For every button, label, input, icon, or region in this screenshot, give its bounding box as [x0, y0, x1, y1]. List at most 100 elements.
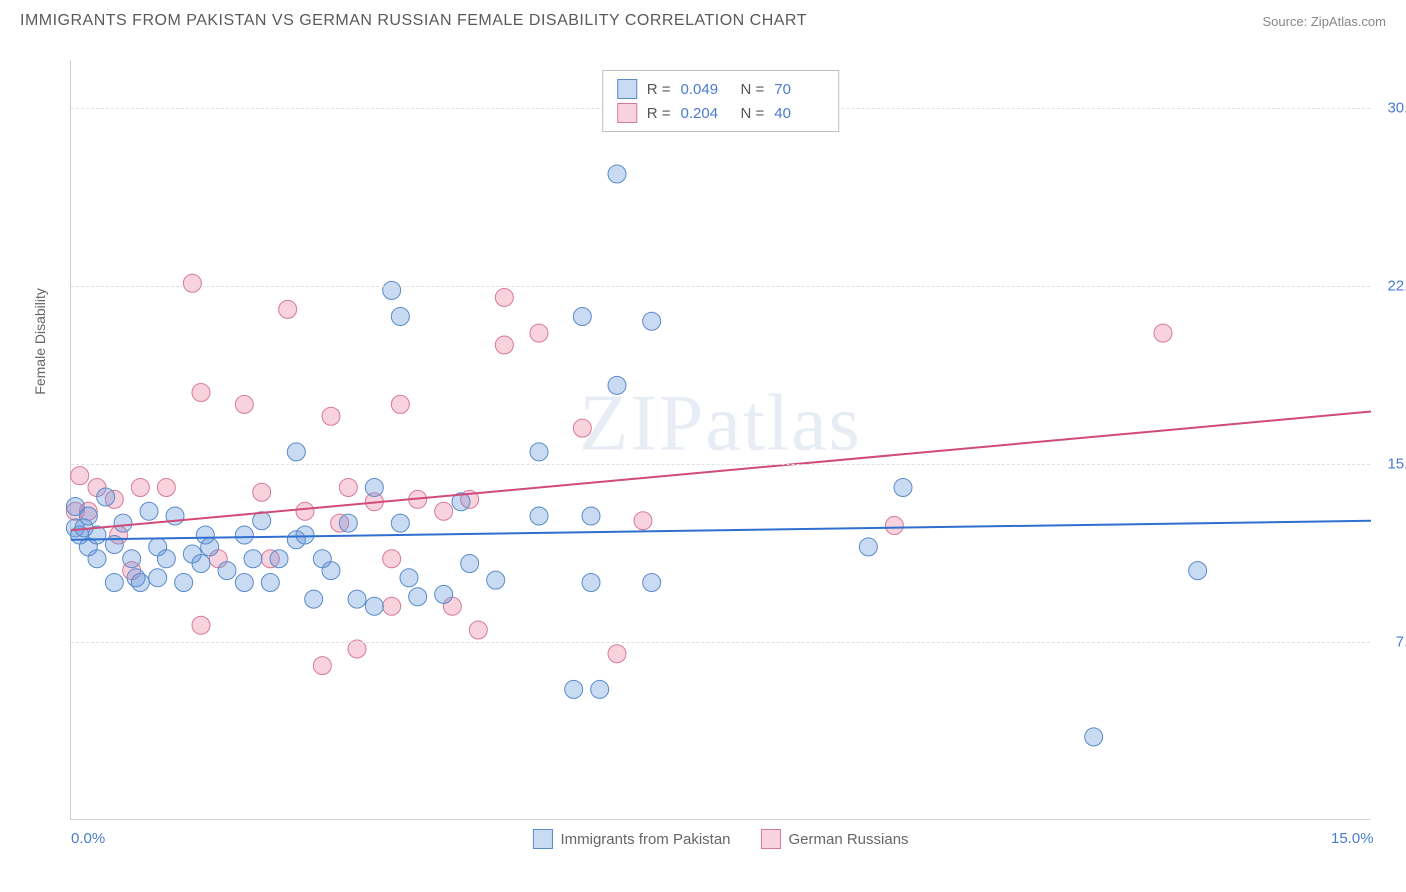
- data-point-blue: [435, 585, 453, 603]
- y-axis-label: Female Disability: [32, 288, 48, 395]
- top-legend-row-2: R = 0.204 N = 40: [617, 101, 825, 125]
- n-label: N =: [741, 105, 765, 122]
- y-tick-label: 22.5%: [1387, 277, 1406, 294]
- data-point-blue: [391, 308, 409, 326]
- data-point-blue: [582, 574, 600, 592]
- data-point-blue: [573, 308, 591, 326]
- data-point-blue: [487, 571, 505, 589]
- source-prefix: Source:: [1262, 14, 1310, 29]
- data-point-pink: [1154, 324, 1172, 342]
- data-point-pink: [253, 483, 271, 501]
- data-point-blue: [192, 555, 210, 573]
- r-value-blue: 0.049: [681, 81, 731, 98]
- x-tick-label: 0.0%: [71, 830, 105, 847]
- data-point-pink: [279, 300, 297, 318]
- legend-item-blue: Immigrants from Pakistan: [532, 829, 730, 849]
- data-point-blue: [140, 502, 158, 520]
- top-legend-row-1: R = 0.049 N = 70: [617, 77, 825, 101]
- data-point-blue: [218, 562, 236, 580]
- data-point-pink: [339, 479, 357, 497]
- data-point-blue: [530, 443, 548, 461]
- data-point-blue: [175, 574, 193, 592]
- data-point-blue: [582, 507, 600, 525]
- plot-area: ZIPatlas 7.5%15.0%22.5%30.0% 0.0%15.0% R…: [70, 60, 1370, 820]
- scatter-plot: [71, 60, 1370, 819]
- data-point-blue: [894, 479, 912, 497]
- data-point-blue: [287, 443, 305, 461]
- data-point-blue: [322, 562, 340, 580]
- data-point-blue: [859, 538, 877, 556]
- data-point-blue: [105, 574, 123, 592]
- data-point-blue: [565, 680, 583, 698]
- r-label: R =: [647, 81, 671, 98]
- data-point-blue: [608, 376, 626, 394]
- n-value-blue: 70: [774, 81, 824, 98]
- legend-label-blue: Immigrants from Pakistan: [560, 831, 730, 848]
- data-point-pink: [383, 550, 401, 568]
- r-label: R =: [647, 105, 671, 122]
- legend-item-pink: German Russians: [761, 829, 909, 849]
- data-point-blue: [643, 574, 661, 592]
- data-point-blue: [591, 680, 609, 698]
- bottom-legend: Immigrants from Pakistan German Russians: [532, 829, 908, 849]
- gridline: [71, 464, 1370, 465]
- trend-line-pink: [71, 412, 1371, 531]
- data-point-blue: [114, 514, 132, 532]
- data-point-pink: [192, 384, 210, 402]
- data-point-pink: [495, 336, 513, 354]
- data-point-blue: [235, 526, 253, 544]
- data-point-blue: [157, 550, 175, 568]
- data-point-blue: [409, 588, 427, 606]
- data-point-pink: [435, 502, 453, 520]
- chart-container: Female Disability ZIPatlas 7.5%15.0%22.5…: [50, 50, 1390, 830]
- data-point-blue: [400, 569, 418, 587]
- data-point-blue: [131, 574, 149, 592]
- data-point-blue: [235, 574, 253, 592]
- data-point-pink: [313, 657, 331, 675]
- data-point-blue: [365, 597, 383, 615]
- legend-swatch-blue: [532, 829, 552, 849]
- n-value-pink: 40: [774, 105, 824, 122]
- data-point-pink: [296, 502, 314, 520]
- data-point-blue: [79, 507, 97, 525]
- data-point-pink: [573, 419, 591, 437]
- data-point-blue: [296, 526, 314, 544]
- data-point-blue: [244, 550, 262, 568]
- data-point-blue: [123, 550, 141, 568]
- data-point-pink: [885, 517, 903, 535]
- data-point-pink: [322, 407, 340, 425]
- n-label: N =: [741, 81, 765, 98]
- data-point-pink: [469, 621, 487, 639]
- gridline: [71, 286, 1370, 287]
- data-point-pink: [495, 289, 513, 307]
- data-point-pink: [235, 395, 253, 413]
- y-tick-label: 7.5%: [1396, 633, 1406, 650]
- data-point-blue: [305, 590, 323, 608]
- data-point-blue: [253, 512, 271, 530]
- data-point-pink: [183, 274, 201, 292]
- data-point-blue: [339, 514, 357, 532]
- data-point-blue: [608, 165, 626, 183]
- data-point-blue: [383, 281, 401, 299]
- gridline: [71, 642, 1370, 643]
- data-point-blue: [391, 514, 409, 532]
- header: IMMIGRANTS FROM PAKISTAN VS GERMAN RUSSI…: [0, 0, 1406, 38]
- data-point-blue: [270, 550, 288, 568]
- source-name: ZipAtlas.com: [1311, 14, 1386, 29]
- data-point-blue: [643, 312, 661, 330]
- data-point-blue: [149, 569, 167, 587]
- data-point-blue: [261, 574, 279, 592]
- data-point-blue: [97, 488, 115, 506]
- data-point-pink: [391, 395, 409, 413]
- legend-label-pink: German Russians: [789, 831, 909, 848]
- data-point-pink: [530, 324, 548, 342]
- data-point-blue: [201, 538, 219, 556]
- data-point-pink: [131, 479, 149, 497]
- y-tick-label: 15.0%: [1387, 455, 1406, 472]
- legend-swatch-pink: [617, 103, 637, 123]
- source-attribution: Source: ZipAtlas.com: [1262, 14, 1386, 29]
- data-point-blue: [348, 590, 366, 608]
- x-tick-label: 15.0%: [1331, 830, 1374, 847]
- legend-swatch-pink: [761, 829, 781, 849]
- data-point-blue: [1085, 728, 1103, 746]
